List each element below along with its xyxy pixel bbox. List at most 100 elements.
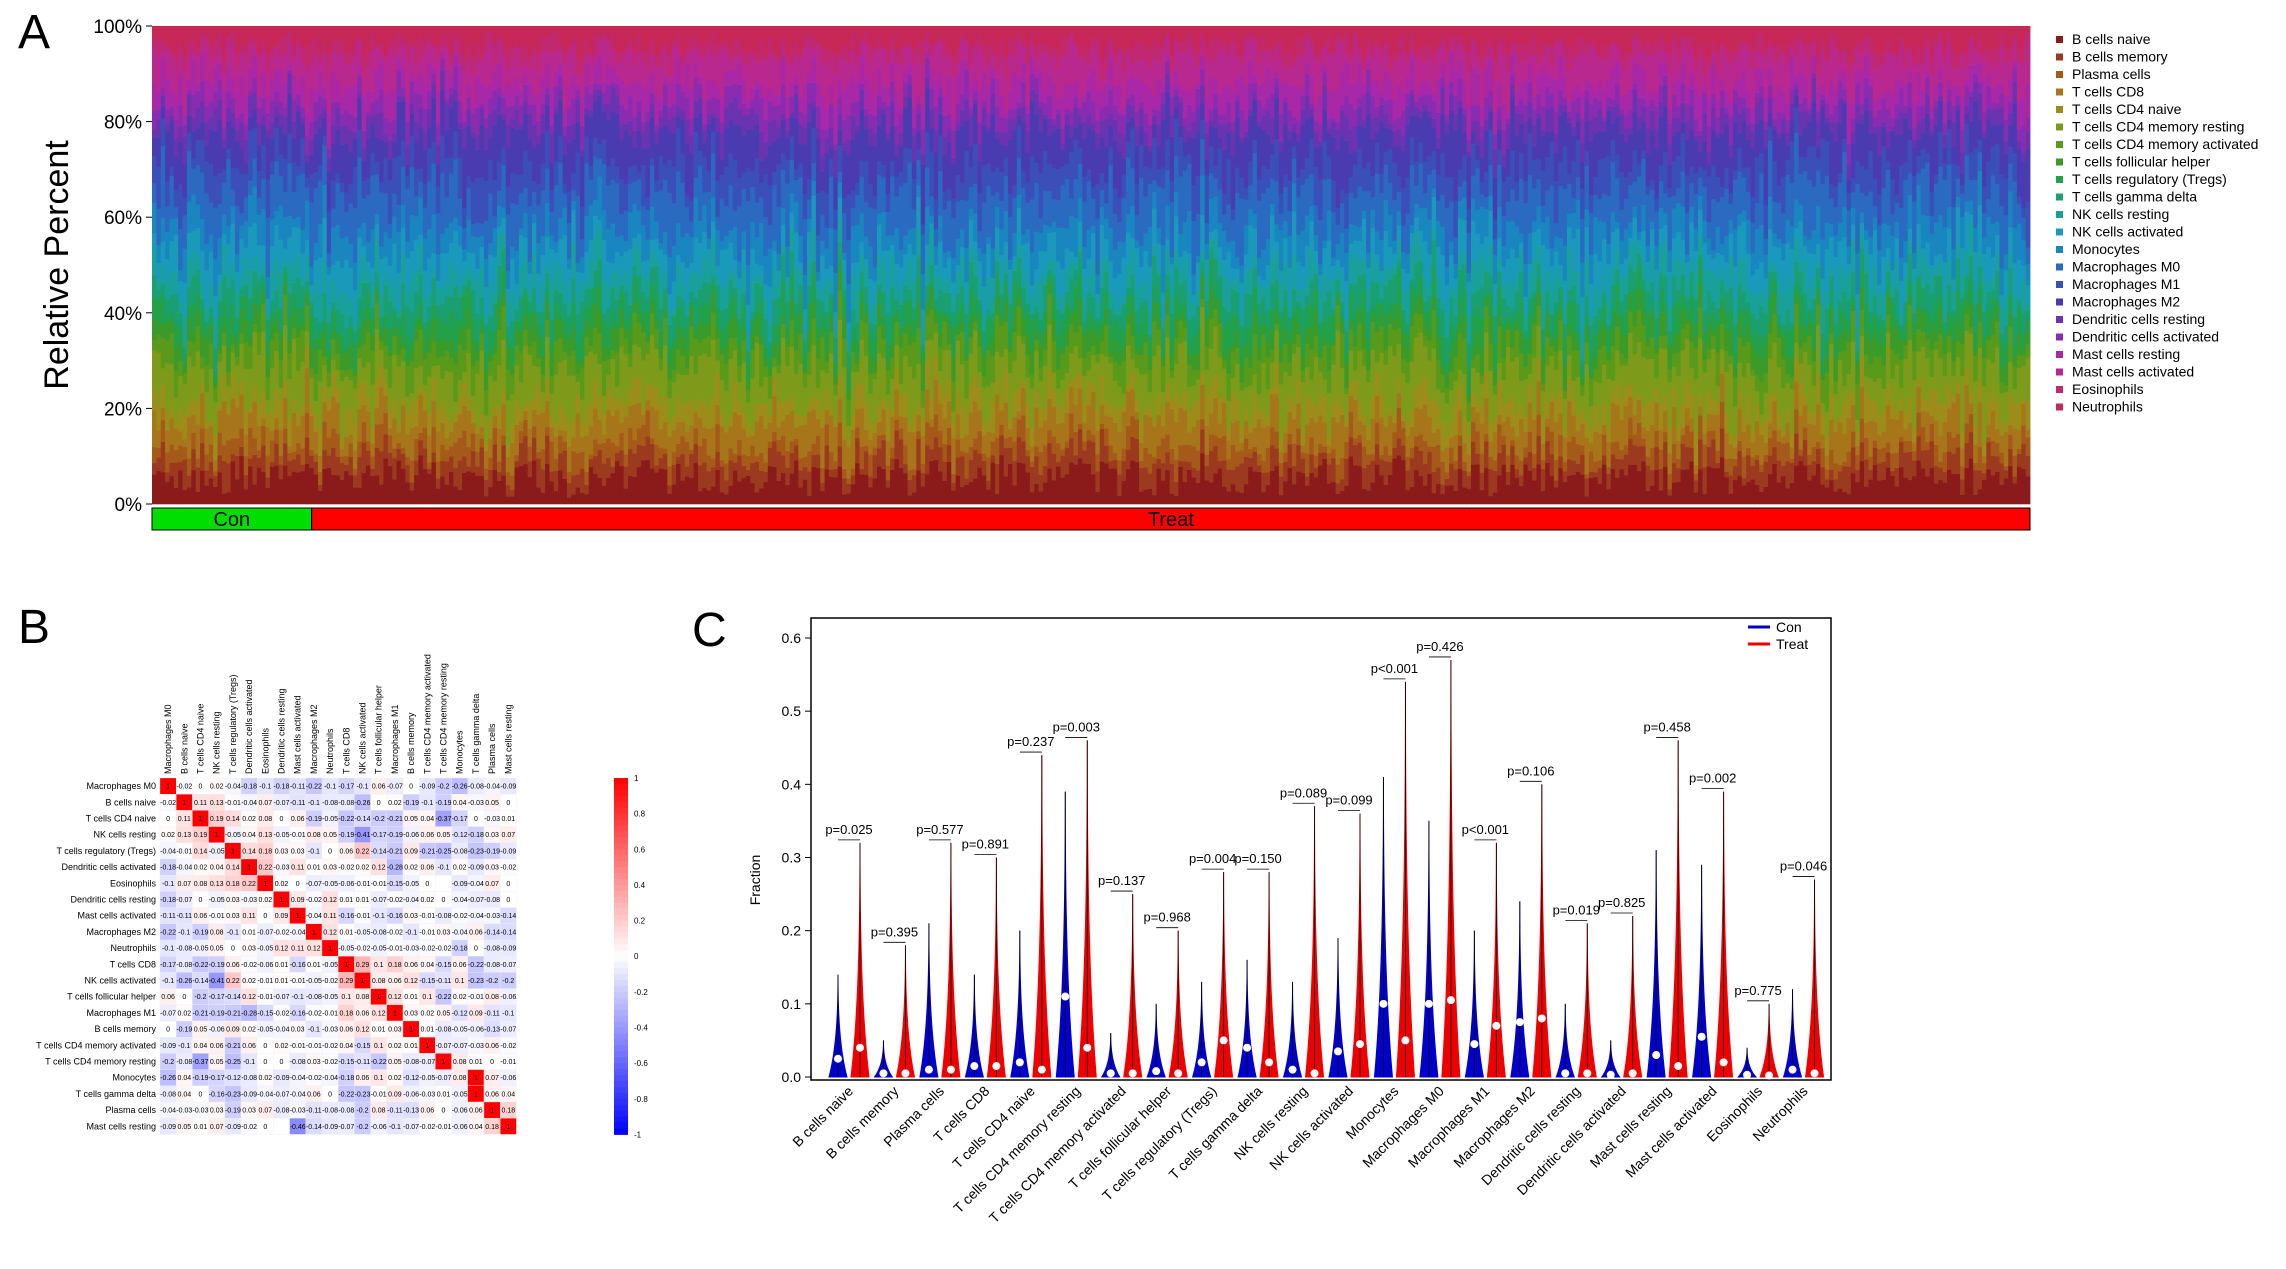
bar-segment (252, 332, 258, 387)
sample-bar (562, 26, 568, 505)
bar-segment (606, 103, 611, 121)
bar-segment (794, 333, 799, 351)
bar-segment (278, 387, 284, 401)
bar-segment (706, 470, 712, 491)
sample-bar (798, 26, 804, 505)
bar-segment (1060, 166, 1066, 186)
bar-segment (274, 47, 280, 70)
bar-segment (859, 160, 865, 177)
bar-segment (885, 63, 891, 89)
bar-segment (684, 97, 690, 121)
bar-segment (575, 361, 581, 374)
bar-segment (331, 180, 336, 210)
bar-segment (261, 425, 266, 446)
bar-segment (1047, 226, 1053, 234)
bar-segment (1021, 63, 1026, 83)
bar-segment (1003, 476, 1009, 505)
bar-segment (929, 287, 935, 310)
bar-segment (676, 222, 681, 255)
bar-segment (973, 91, 978, 100)
bar-segment (160, 441, 166, 473)
bar-segment (903, 235, 908, 254)
bar-segment (274, 160, 280, 212)
bar-segment (1056, 309, 1061, 335)
bar-segment (226, 33, 232, 40)
bar-segment (1077, 26, 1083, 55)
bar-segment (802, 387, 808, 417)
bar-segment (632, 65, 638, 85)
bar-segment (361, 130, 367, 149)
bar-segment (357, 157, 363, 229)
bar-segment (680, 65, 686, 86)
bar-segment (706, 408, 712, 429)
bar-segment (680, 435, 686, 455)
bar-segment (217, 316, 223, 346)
bar-segment (191, 94, 197, 119)
bar-segment (711, 312, 716, 341)
bar-segment (999, 200, 1005, 230)
bar-segment (217, 352, 223, 363)
bar-segment (313, 453, 319, 462)
bar-segment (946, 77, 952, 115)
bar-segment (540, 235, 546, 256)
bar-segment (785, 467, 791, 486)
bar-segment (204, 121, 210, 146)
sample-bar (916, 26, 922, 505)
sample-bar (994, 26, 1000, 505)
bar-segment (234, 51, 240, 68)
bar-segment (348, 183, 354, 204)
bar-segment (470, 422, 476, 434)
bar-segment (780, 337, 786, 401)
bar-segment (863, 108, 869, 117)
sample-bar (234, 26, 240, 505)
bar-segment (990, 94, 996, 116)
bar-segment (977, 89, 983, 123)
bar-segment (951, 198, 957, 219)
bar-segment (728, 69, 734, 86)
bar-segment (296, 111, 301, 167)
bar-segment (1086, 169, 1092, 182)
bar-segment (296, 94, 301, 106)
bar-segment (510, 290, 515, 322)
bar-segment (876, 405, 882, 422)
bar-segment (1073, 269, 1079, 287)
bar-segment (545, 236, 550, 266)
bar-segment (597, 41, 603, 57)
bar-segment (593, 455, 598, 474)
bar-segment (759, 415, 764, 453)
bar-segment (929, 151, 935, 197)
bar-segment (549, 235, 555, 250)
bar-segment (890, 416, 895, 448)
bar-segment (339, 438, 345, 449)
bar-segment (339, 144, 345, 183)
bar-segment (863, 26, 869, 32)
bar-segment (278, 272, 284, 308)
bar-segment (894, 283, 900, 300)
bar-segment (331, 143, 336, 181)
bar-segment (462, 325, 467, 351)
bar-segment (335, 39, 341, 52)
bar-segment (1025, 26, 1031, 49)
bar-segment (798, 97, 804, 112)
bar-segment (903, 253, 908, 277)
bar-segment (230, 26, 236, 33)
sample-bar (741, 26, 747, 505)
bar-segment (448, 63, 454, 78)
bar-segment (322, 364, 328, 388)
bar-segment (925, 77, 930, 89)
bar-segment (462, 285, 467, 294)
bar-segment (283, 82, 288, 109)
bar-segment (440, 318, 446, 339)
bar-segment (750, 186, 756, 223)
bar-segment (702, 253, 708, 283)
bar-segment (457, 26, 463, 40)
bar-segment (863, 303, 869, 315)
bar-segment (444, 227, 450, 254)
bar-segment (1069, 437, 1074, 463)
bar-segment (440, 337, 446, 357)
bar-segment (824, 47, 830, 67)
bar-segment (706, 114, 712, 126)
bar-segment (291, 451, 297, 460)
bar-segment (920, 309, 926, 332)
bar-segment (462, 109, 467, 123)
